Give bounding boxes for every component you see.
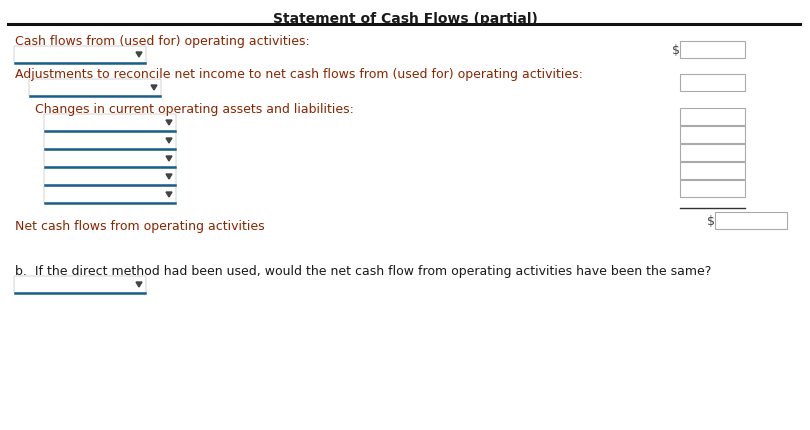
FancyBboxPatch shape [680, 127, 745, 144]
FancyBboxPatch shape [680, 75, 745, 92]
FancyBboxPatch shape [680, 163, 745, 180]
FancyBboxPatch shape [44, 115, 176, 132]
FancyBboxPatch shape [29, 80, 161, 97]
Polygon shape [136, 283, 142, 287]
FancyBboxPatch shape [680, 109, 745, 126]
Polygon shape [151, 86, 157, 91]
Polygon shape [136, 53, 142, 58]
FancyBboxPatch shape [715, 212, 787, 230]
Polygon shape [166, 193, 172, 197]
FancyBboxPatch shape [44, 169, 176, 186]
Polygon shape [166, 157, 172, 162]
FancyBboxPatch shape [44, 150, 176, 168]
Polygon shape [166, 121, 172, 126]
Text: Cash flows from (used for) operating activities:: Cash flows from (used for) operating act… [15, 35, 309, 48]
FancyBboxPatch shape [44, 187, 176, 203]
Text: $: $ [672, 44, 680, 57]
Polygon shape [166, 139, 172, 144]
Text: b.  If the direct method had been used, would the net cash flow from operating a: b. If the direct method had been used, w… [15, 264, 711, 277]
Text: Changes in current operating assets and liabilities:: Changes in current operating assets and … [35, 103, 354, 116]
Text: $: $ [707, 215, 715, 227]
FancyBboxPatch shape [14, 276, 146, 293]
Text: Net cash flows from operating activities: Net cash flows from operating activities [15, 219, 265, 233]
FancyBboxPatch shape [680, 181, 745, 197]
FancyBboxPatch shape [680, 42, 745, 59]
Text: Adjustments to reconcile net income to net cash flows from (used for) operating : Adjustments to reconcile net income to n… [15, 68, 583, 81]
FancyBboxPatch shape [680, 144, 745, 162]
Polygon shape [166, 175, 172, 180]
Text: Statement of Cash Flows (partial): Statement of Cash Flows (partial) [272, 12, 538, 26]
FancyBboxPatch shape [44, 133, 176, 150]
FancyBboxPatch shape [14, 47, 146, 64]
